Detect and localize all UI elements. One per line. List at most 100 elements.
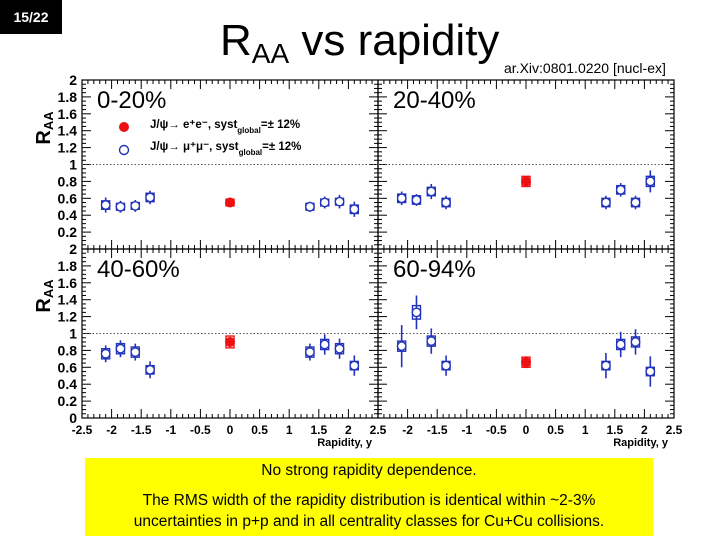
- marker: [521, 357, 531, 368]
- x-tick-label: 1.5: [606, 423, 623, 437]
- x-tick-label: 1.5: [310, 423, 327, 437]
- x-tick-label: -0.5: [486, 423, 507, 437]
- data-point-mumu: [334, 194, 345, 209]
- summary-line-2: The RMS width of the rapidity distributi…: [142, 492, 596, 509]
- data-point-ee: [225, 335, 235, 349]
- data-point-mumu: [100, 345, 111, 363]
- x-tick-label: 0.5: [547, 423, 564, 437]
- marker: [411, 307, 422, 318]
- marker: [130, 347, 141, 357]
- data-point-mumu: [349, 201, 360, 217]
- x-tick-label: 1: [582, 423, 589, 437]
- data-point-mumu: [615, 183, 626, 197]
- data-point-mumu: [645, 356, 656, 387]
- data-point-mumu: [645, 170, 656, 193]
- marker: [334, 343, 345, 354]
- data-point-mumu: [441, 195, 451, 210]
- x-tick-label: -1: [461, 423, 472, 437]
- data-point-mumu: [349, 355, 360, 376]
- data-point-mumu: [441, 355, 451, 376]
- x-tick-label: -2: [402, 423, 413, 437]
- x-tick-label: -2: [106, 423, 117, 437]
- title-rest: vs rapidity: [289, 16, 500, 65]
- x-tick-label: 2.5: [370, 423, 387, 437]
- marker: [426, 186, 437, 197]
- x-tick-label: 0.5: [251, 423, 268, 437]
- marker: [145, 364, 155, 375]
- panel-label: 60-94%: [393, 256, 476, 283]
- marker: [630, 197, 641, 208]
- marker: [441, 197, 451, 208]
- marker: [115, 201, 126, 212]
- marker: [319, 197, 330, 208]
- summary-box: No strong rapidity dependence. The RMS w…: [85, 458, 653, 536]
- x-tick-label: -1.5: [427, 423, 448, 437]
- data-point-mumu: [100, 197, 111, 213]
- data-point-mumu: [396, 191, 407, 206]
- x-tick-label: 2.5: [666, 423, 683, 437]
- panel-label: 40-60%: [97, 256, 180, 283]
- y-tick-label: 0.8: [58, 342, 78, 358]
- marker: [630, 337, 641, 347]
- y-tick-label: 0.6: [58, 190, 78, 206]
- y-tick-label: 1.6: [58, 106, 78, 122]
- x-tick-label: 1: [286, 423, 293, 437]
- data-point-mumu: [115, 340, 126, 358]
- legend-entry-mumu: J/ψ→ μ⁺μ⁻, systglobal=± 12%: [150, 141, 301, 157]
- panel-label: 0-20%: [97, 87, 166, 114]
- y-tick-label: 0.2: [58, 224, 78, 240]
- summary-lines-2-3: The RMS width of the rapidity distributi…: [85, 490, 653, 532]
- y-tick-label: 0.4: [58, 376, 78, 392]
- y-tick-label: 1.8: [58, 89, 78, 105]
- legend-marker-ee: [119, 122, 129, 132]
- arxiv-reference: ar.Xiv:0801.0220 [nucl-ex]: [504, 60, 666, 76]
- y-tick-label: 1: [69, 326, 77, 342]
- marker: [645, 176, 656, 187]
- x-tick-label: -0.5: [190, 423, 211, 437]
- marker: [100, 348, 111, 359]
- data-point-mumu: [145, 190, 155, 205]
- y-tick-label: 1: [69, 157, 77, 173]
- legend-marker-mumu: [118, 144, 130, 156]
- y-tick-label: 0.2: [58, 393, 78, 409]
- marker: [349, 204, 360, 215]
- marker: [396, 341, 407, 352]
- marker: [426, 336, 437, 347]
- x-tick-label: -1.5: [131, 423, 152, 437]
- data-point-ee: [521, 175, 531, 188]
- data-point-mumu: [145, 361, 155, 379]
- data-point-ee: [521, 356, 531, 369]
- raa-vs-rapidity-chart: 0-20% 20-40%40-60% 60-94%0.20.40.60.811.21…: [33, 72, 683, 449]
- x-tick-label: 0: [523, 423, 530, 437]
- y-tick-label: 1.2: [58, 309, 78, 325]
- data-point-mumu: [601, 195, 611, 210]
- data-point-mumu: [115, 200, 126, 213]
- data-point-mumu: [130, 343, 141, 361]
- panel-label: 20-40%: [393, 87, 476, 114]
- x-tick-label: -1: [165, 423, 176, 437]
- y-tick-label: 1.8: [58, 258, 78, 274]
- y-tick-label: 1.4: [58, 123, 78, 139]
- y-tick-label: 2: [69, 241, 77, 257]
- y-axis-label: RAA: [33, 111, 56, 145]
- marker: [349, 360, 360, 371]
- marker: [100, 200, 111, 210]
- marker: [601, 360, 611, 371]
- data-point-mumu: [630, 195, 641, 210]
- marker: [441, 360, 451, 371]
- data-point-mumu: [426, 183, 437, 200]
- panel-1: 0-20%: [81, 79, 379, 250]
- page-number-badge: 15/22: [0, 0, 62, 34]
- y-tick-label: 0.6: [58, 359, 78, 375]
- marker: [615, 184, 626, 195]
- marker: [115, 343, 126, 354]
- data-point-mumu: [411, 194, 422, 206]
- x-tick-label: 0: [227, 423, 234, 437]
- legend: J/ψ→ e⁺e⁻, systglobal=± 12% J/ψ→ μ⁺μ⁻, sy…: [118, 119, 301, 157]
- title-main: R: [220, 16, 252, 65]
- y-axis-label: RAA: [33, 279, 56, 313]
- panel-4: 60-94%: [377, 248, 675, 419]
- y-tick-label: 0.8: [58, 173, 78, 189]
- marker: [319, 339, 330, 350]
- data-point-mumu: [396, 325, 407, 368]
